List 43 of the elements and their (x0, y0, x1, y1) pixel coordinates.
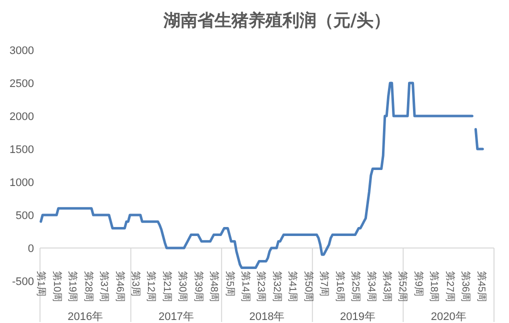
x-tick-label: 第10周 (50, 271, 63, 302)
x-tick-label: 第50周 (302, 271, 314, 302)
x-tick-label: 第52周 (396, 271, 409, 302)
x-tick-label: 第19周 (66, 271, 79, 302)
x-tick-label: 第30周 (176, 271, 189, 302)
x-tick-label: 第41周 (286, 271, 299, 302)
x-tick-label: 第14周 (240, 271, 252, 302)
x-tick-label: 第37周 (98, 271, 110, 302)
y-tick-label: 2500 (10, 78, 34, 90)
text: 2017年 (158, 311, 194, 323)
x-tick-label: 第3周 (130, 271, 142, 297)
x-tick-label: 第34周 (365, 271, 378, 302)
text: 2018年 (249, 311, 285, 323)
x-tick-label: 第45周 (475, 271, 488, 302)
x-tick-label: 第1周 (35, 271, 48, 297)
text: 2016年 (68, 311, 104, 323)
x-tick-label: 第48周 (208, 271, 220, 302)
x-tick-label: 第46周 (114, 271, 126, 302)
y-tick-label: 1000 (10, 177, 34, 189)
x-tick-label: 第18周 (428, 271, 440, 302)
chart-title: 湖南省生猪养殖利润（元/头） (162, 11, 391, 31)
text: 2019年 (340, 311, 376, 323)
y-tick-label: 1500 (10, 144, 34, 156)
x-tick-label: 第32周 (270, 271, 283, 302)
x-tick-label: 第39周 (192, 271, 204, 302)
x-tick-label: 第36周 (460, 271, 472, 302)
x-tick-label: 第16周 (334, 271, 346, 302)
y-tick-label: 2000 (10, 111, 34, 123)
x-tick-label: 第23周 (255, 271, 268, 302)
y-tick-label: -500 (12, 276, 34, 288)
x-tick-label: 第43周 (380, 271, 393, 302)
x-tick-label: 第25周 (350, 271, 362, 302)
x-tick-label: 第9周 (412, 271, 424, 297)
y-tick-label: 500 (16, 210, 34, 222)
x-tick-label: 第12周 (145, 271, 158, 302)
x-tick-label: 第7周 (318, 271, 330, 297)
text: 2020年 (430, 311, 466, 323)
y-tick-label: 0 (28, 243, 34, 255)
x-tick-label: 第27周 (444, 271, 456, 302)
y-tick-label: 3000 (10, 45, 34, 57)
x-tick-label: 第28周 (82, 271, 94, 302)
x-tick-label: 第21周 (160, 271, 173, 302)
x-tick-label: 第5周 (224, 271, 236, 297)
